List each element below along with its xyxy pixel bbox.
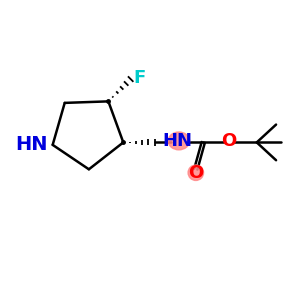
Text: O: O xyxy=(188,164,203,182)
Text: HN: HN xyxy=(163,132,193,150)
Ellipse shape xyxy=(188,165,203,181)
Text: O: O xyxy=(221,132,236,150)
Text: F: F xyxy=(133,69,145,87)
Text: HN: HN xyxy=(15,135,47,154)
Ellipse shape xyxy=(168,132,190,150)
